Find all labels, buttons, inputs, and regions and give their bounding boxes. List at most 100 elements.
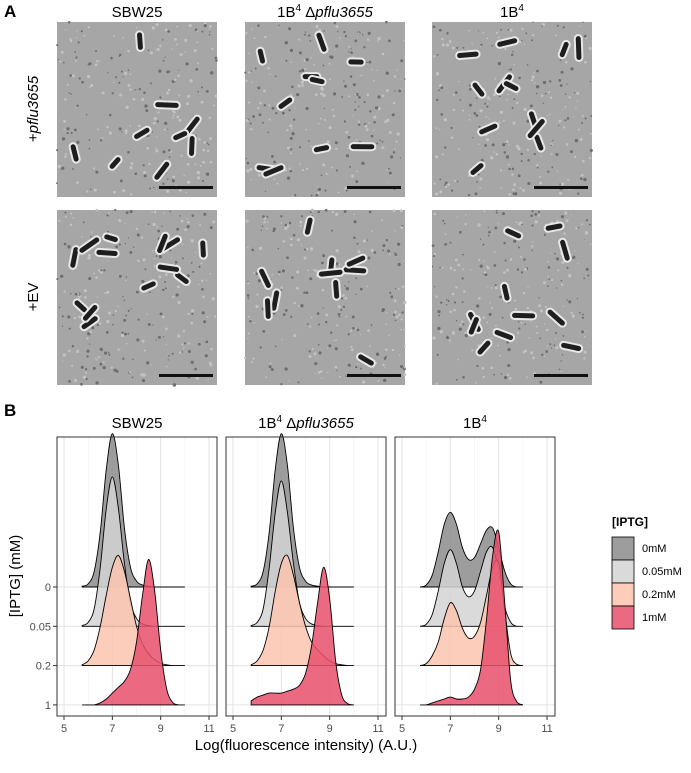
speck <box>296 270 300 274</box>
legend-swatch <box>611 605 635 630</box>
cell-body <box>175 272 189 284</box>
speck <box>366 93 370 96</box>
speck <box>368 210 372 214</box>
speck <box>182 330 185 333</box>
speck <box>300 80 305 84</box>
speck <box>90 83 94 88</box>
cell-body <box>457 51 479 59</box>
speck <box>523 43 526 45</box>
speck <box>168 355 170 357</box>
speck <box>582 21 584 23</box>
speck <box>339 376 342 379</box>
speck <box>205 172 210 176</box>
speck <box>522 291 526 295</box>
speck <box>392 151 396 154</box>
speck <box>451 331 456 335</box>
speck <box>492 93 497 97</box>
speck <box>435 155 439 159</box>
cell <box>173 270 191 286</box>
cell <box>187 134 197 158</box>
cell-body <box>494 329 514 341</box>
speck <box>246 161 250 165</box>
speck <box>441 37 444 41</box>
speck <box>435 295 438 298</box>
speck <box>311 348 314 351</box>
speck <box>80 30 83 33</box>
speck <box>446 298 448 301</box>
speck <box>525 32 528 35</box>
speck <box>151 131 153 133</box>
cell-body <box>259 268 271 288</box>
speck <box>68 92 71 94</box>
speck <box>88 343 91 345</box>
speck <box>579 25 581 27</box>
speck <box>441 266 444 269</box>
speck <box>288 108 291 112</box>
speck <box>567 178 570 181</box>
speck <box>64 98 67 101</box>
speck <box>107 230 110 233</box>
speck <box>453 268 456 272</box>
speck <box>299 146 302 149</box>
speck <box>317 187 321 192</box>
speck <box>365 128 369 132</box>
speck <box>401 311 404 314</box>
speck <box>464 331 467 335</box>
speck <box>123 71 128 76</box>
speck <box>564 60 568 64</box>
speck <box>451 292 455 296</box>
speck <box>384 348 388 352</box>
cell-body <box>155 102 179 108</box>
speck <box>438 89 440 92</box>
speck <box>560 360 562 362</box>
speck <box>488 98 491 101</box>
speck <box>63 242 67 246</box>
cell-body <box>264 298 271 319</box>
speck <box>266 215 269 218</box>
speck <box>122 189 126 193</box>
speck <box>486 265 488 268</box>
speck <box>334 49 336 51</box>
speck <box>215 59 218 62</box>
speck <box>577 128 580 131</box>
speck <box>253 322 255 324</box>
speck <box>299 224 302 227</box>
speck <box>122 357 125 360</box>
speck <box>328 126 332 130</box>
cell-body <box>313 145 330 153</box>
speck <box>268 104 271 107</box>
speck <box>550 347 553 349</box>
cell <box>198 238 208 260</box>
speck <box>523 258 526 261</box>
speck <box>554 252 556 255</box>
speck <box>63 128 66 131</box>
speck <box>351 174 355 178</box>
speck <box>58 119 60 121</box>
speck <box>494 226 498 230</box>
speck <box>486 321 488 324</box>
speck <box>433 252 437 256</box>
speck <box>309 325 312 328</box>
speck <box>462 46 465 49</box>
speck <box>502 119 505 122</box>
cell-body <box>505 228 522 239</box>
speck <box>475 114 479 117</box>
speck <box>129 210 133 214</box>
speck <box>315 193 319 197</box>
speck <box>188 23 192 28</box>
speck <box>543 322 546 325</box>
speck <box>353 213 355 215</box>
speck <box>467 193 471 197</box>
speck <box>512 51 514 53</box>
legend-title: [IPTG] <box>612 515 648 529</box>
speck <box>73 316 77 320</box>
speck <box>531 210 534 213</box>
speck <box>167 30 171 33</box>
speck <box>74 51 77 53</box>
speck <box>288 380 290 382</box>
speck <box>382 249 384 252</box>
speck <box>561 354 564 356</box>
speck <box>101 91 105 95</box>
speck <box>56 149 59 152</box>
speck <box>301 84 304 87</box>
